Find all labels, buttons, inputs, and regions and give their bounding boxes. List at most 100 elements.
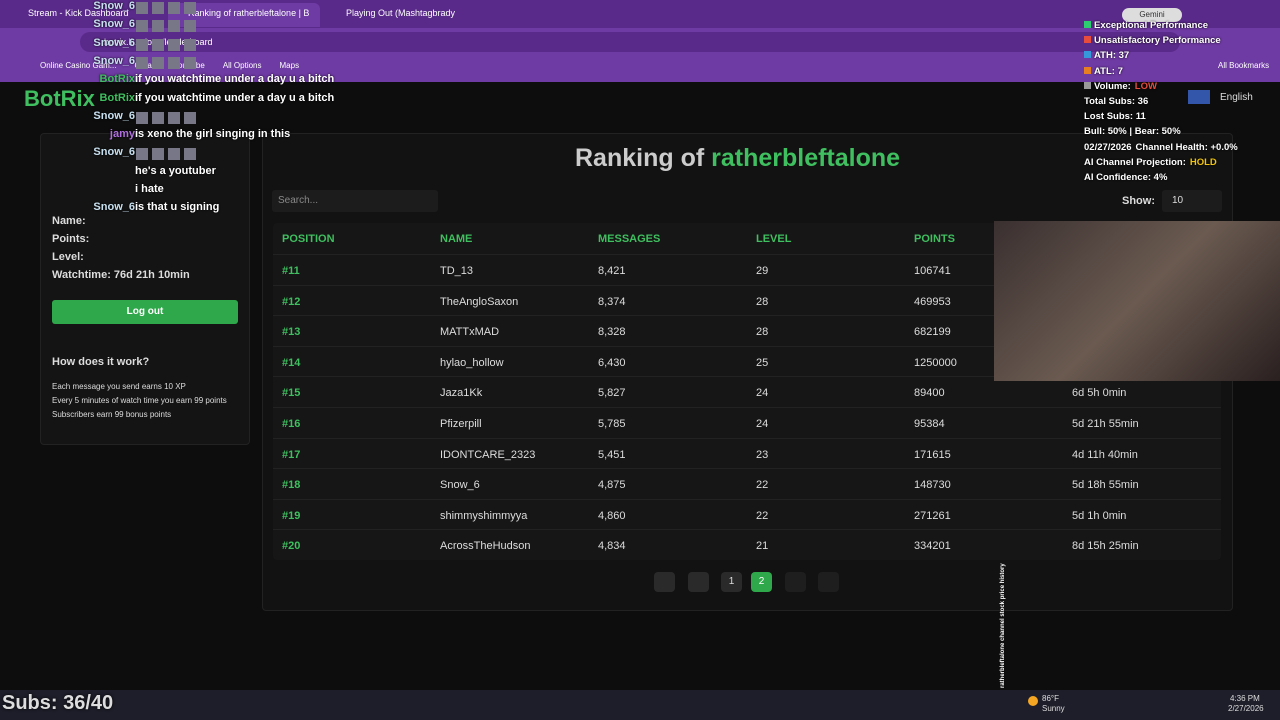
stat-text: Channel Health: +0.0% [1135,141,1238,153]
stat-text: Volume: [1094,80,1131,92]
logout-button[interactable]: Log out [52,300,238,324]
stat-icon [1084,36,1091,44]
cell: 4,875 [598,479,626,492]
date: 2/27/2026 [1228,704,1264,713]
chat-user: Snow_6 [93,36,135,49]
bookmark[interactable]: All Options [222,61,262,70]
taskbar [0,690,1280,720]
chat-message: Snow_6 [50,18,340,36]
logo[interactable]: BotRix [24,86,95,111]
table-row: #11 TD_13 8,421 29 106741 [273,254,1221,284]
leaderboard-table: POSITION NAME MESSAGES LEVEL POINTS #11 TD_13 8… [273,223,1221,560]
cell: Pfizerpill [440,418,482,430]
cell: AcrossTheHudson [440,540,531,553]
tab[interactable]: Playing Out (Mashtagbrady [346,8,456,18]
cell: 5,827 [598,387,626,400]
column-header: LEVEL [756,233,792,245]
cell: 5d 21h 55min [1072,418,1139,430]
heading-channel: ratherbleftalone [711,144,901,172]
bookmark[interactable]: Maps [279,61,300,70]
all-bookmarks[interactable]: All Bookmarks [1218,61,1270,70]
stat-icon [1084,51,1091,59]
cell: 5d 1h 0min [1072,509,1127,522]
chat-message: Snow_6 [50,55,340,73]
chat-message: Snow_6 [50,110,340,128]
stat-line: Lost Subs: 11 [1084,108,1238,123]
stat-text: Total Subs: 36 [1084,96,1149,108]
show-label: Show: [1122,195,1155,207]
stat-icon [1084,81,1091,89]
chat-message: Snow_6 [50,146,340,164]
chat-text: he's a youtuber [135,164,216,177]
cell: #20 [282,540,301,553]
cell: TD_13 [440,265,474,277]
name-label: Name: [52,215,86,227]
address-bar[interactable] [80,32,1180,52]
chat-emotes [136,38,196,51]
table-header: POSITION NAME MESSAGES LEVEL POINTS [273,223,1221,253]
how-title: How does it work? [52,356,150,368]
chat-user: BotRix [99,91,135,104]
page-nav[interactable] [785,572,806,592]
cell: #16 [282,418,301,430]
cell: 22 [756,479,769,492]
chat-message: BotRix if you watchtime under a day u a b… [50,92,340,110]
cell: #11 [282,265,300,277]
cell: 24 [756,387,769,400]
cell: #18 [282,479,301,492]
clock: 4:36 PM [1230,694,1260,703]
cell: 24 [756,418,769,430]
tab[interactable]: Ranking of ratherbleftalone | B [188,8,310,18]
cell: 106741 [914,265,951,277]
cell: IDONTCARE_2323 [440,448,536,461]
table-row: #16 Pfizerpill 5,785 24 95384 5d 21h 55min [273,407,1221,437]
stat-line: Volume: LOW [1084,78,1238,93]
page-nav[interactable] [818,572,839,592]
tab[interactable]: Stream - Kick Dashboard [28,8,129,18]
cell: 23 [756,448,769,461]
cell: 8,374 [598,295,626,308]
chat-text: is that u signing [135,201,220,214]
stat-text: Lost Subs: 11 [1084,111,1146,123]
stat-icon [1084,21,1091,28]
table-row: #12 TheAngloSaxon 8,374 28 469953 [273,284,1221,315]
gemini-button[interactable]: Gemini [1122,8,1182,22]
table-row: #15 Jaza1Kk 5,827 24 89400 6d 5h 0min [273,376,1221,406]
cell: 1250000 [914,356,957,369]
cell: Jaza1Kk [440,387,483,400]
page-nav[interactable] [688,572,709,592]
page-button[interactable]: 1 [721,572,742,592]
cell: 4,860 [598,509,626,522]
cell: 4d 11h 40min [1072,448,1138,461]
cell: 6d 5h 0min [1072,387,1127,400]
chat-message: jamy is xeno the girl singing in this [50,128,340,146]
stat-line: Bull: 50% | Bear: 50% [1084,123,1238,138]
cell: hylao_hollow [440,356,504,369]
stat-line: 02/27/2026 Channel Health: +0.0% [1084,139,1238,154]
show-select[interactable]: 10 [1162,190,1222,212]
points-label: Points: [52,233,90,245]
table-row: #17 IDONTCARE_2323 5,451 23 171615 4d 11h 40m… [273,437,1221,468]
cell: 89400 [914,387,945,400]
cell: 6,430 [598,356,626,369]
search-input[interactable]: Search... [272,190,438,212]
cell: #17 [282,448,301,461]
chat-user: Snow_6 [93,54,135,67]
stat-text: ATL: 7 [1094,65,1123,77]
chat-user: Snow_6 [93,201,135,214]
chat-text: is xeno the girl singing in this [135,128,291,141]
language[interactable]: English [1220,92,1253,103]
weather: Sunny [1042,704,1065,713]
vertical-text: ratherbleftalone channel stock price his… [1000,563,1006,688]
table-row: #20 AcrossTheHudson 4,834 21 334201 8d 15h 25… [273,529,1221,559]
cell: Snow_6 [440,479,480,492]
temperature: 86°F [1042,694,1059,703]
chat-user: jamy [109,128,135,141]
page-button[interactable]: 2 [751,572,772,592]
cell: shimmyshimmyya [440,509,528,522]
chat-message: Snow_6 is that u signing [50,201,340,219]
cell: #14 [282,356,301,369]
bookmark[interactable]: Online Casino Gam... [40,61,117,70]
page-nav[interactable] [654,572,675,592]
stat-text: 02/27/2026 [1084,141,1132,153]
